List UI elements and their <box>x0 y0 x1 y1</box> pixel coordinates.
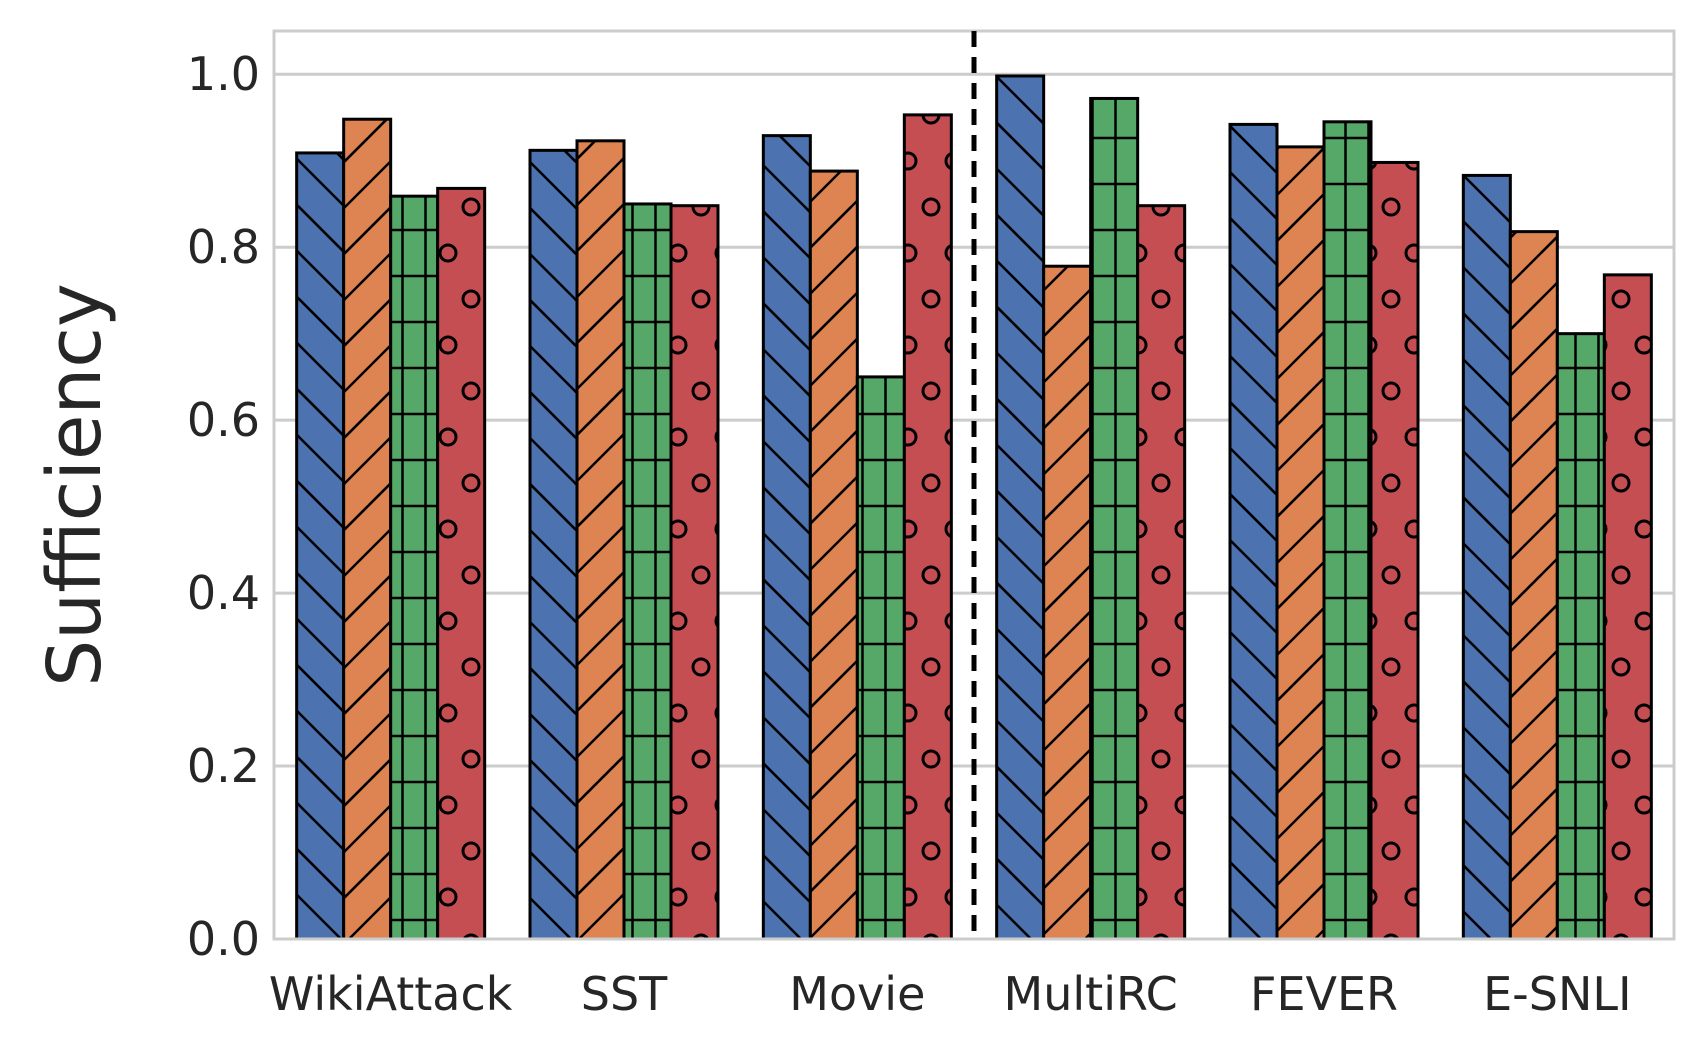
bar-hatch <box>1602 273 1653 941</box>
bar-hatch <box>808 169 859 941</box>
x-tick-label-multirc: MultiRC <box>1004 967 1178 1021</box>
bar-hatch <box>1275 145 1326 941</box>
bar-hatch <box>1322 120 1373 941</box>
y-tick-label: 0.0 <box>187 912 260 966</box>
bar-hatch <box>342 117 393 941</box>
bar-hatch <box>1555 332 1606 941</box>
y-tick-label: 0.8 <box>187 220 260 274</box>
bar-hatch <box>1042 264 1093 941</box>
x-tick-label-movie: Movie <box>789 967 925 1021</box>
bar-hatch <box>902 113 953 941</box>
x-tick-label-fever: FEVER <box>1250 967 1398 1021</box>
bar-hatch <box>761 134 812 941</box>
bar-hatch <box>528 148 579 941</box>
y-tick-label: 0.2 <box>187 739 260 793</box>
y-axis-title: Sufficiency <box>32 283 118 687</box>
x-tick-labels: WikiAttack SST Movie MultiRC FEVER E-SNLI <box>269 967 1632 1021</box>
x-tick-label-e-snli: E-SNLI <box>1483 967 1631 1021</box>
bar-hatch <box>622 202 673 941</box>
bars <box>295 74 1653 941</box>
bar-hatch <box>389 194 440 941</box>
bar-hatch <box>1228 122 1279 941</box>
bar-hatch <box>1369 160 1420 941</box>
y-tick-label: 0.4 <box>187 566 260 620</box>
bar-hatch <box>295 151 346 941</box>
x-tick-label-wikiattack: WikiAttack <box>269 967 513 1021</box>
bar-hatch <box>855 375 906 941</box>
y-tick-label: 0.6 <box>187 393 260 447</box>
bar-hatch <box>1089 96 1140 941</box>
bar-hatch <box>1136 204 1187 941</box>
bar-hatch <box>1508 230 1559 941</box>
y-tick-label: 1.0 <box>187 47 260 101</box>
bar-hatch <box>995 74 1046 941</box>
bar-hatch <box>575 139 626 941</box>
bar-hatch <box>1461 173 1512 941</box>
bar-hatch <box>669 204 720 941</box>
y-tick-labels: 0.0 0.2 0.4 0.6 0.8 1.0 <box>187 47 260 966</box>
x-tick-label-sst: SST <box>581 967 668 1021</box>
bar-hatch <box>436 186 487 941</box>
